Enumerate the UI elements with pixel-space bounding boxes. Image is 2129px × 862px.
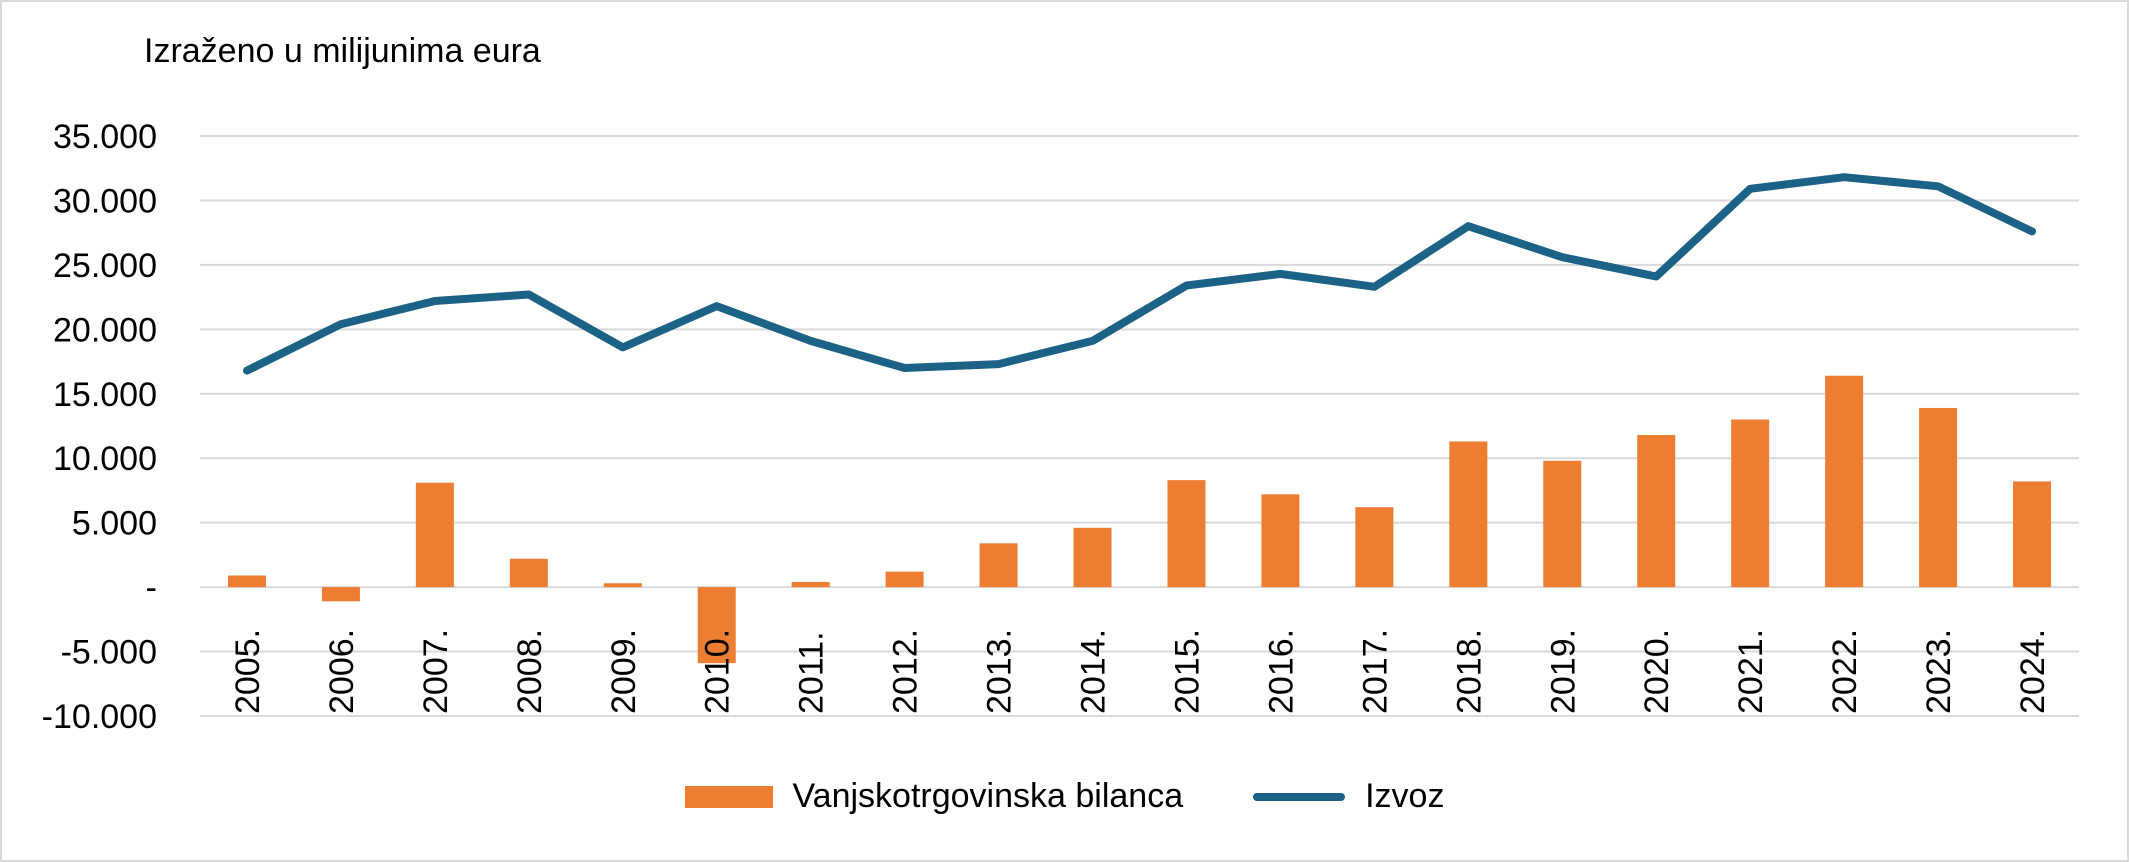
legend-item-line: Izvoz — [1253, 777, 1444, 816]
bar — [1355, 507, 1394, 588]
bar — [227, 575, 266, 588]
line-point — [2031, 230, 2033, 232]
x-tick-label: 2016. — [1262, 629, 1300, 714]
y-tick-label: 5.000 — [72, 505, 157, 543]
y-tick-label: 25.000 — [53, 247, 157, 285]
y-tick-label: 35.000 — [53, 118, 157, 156]
line-point — [1749, 188, 1751, 190]
bar — [415, 482, 454, 588]
line-point — [246, 370, 248, 372]
bar — [2013, 481, 2052, 588]
x-tick-label: 2018. — [1450, 629, 1488, 714]
bar — [509, 558, 548, 588]
legend-item-bar: Vanjskotrgovinska bilanca — [684, 777, 1184, 816]
y-tick-label: 15.000 — [53, 376, 157, 414]
x-tick-label: 2008. — [511, 629, 549, 714]
line-point — [1373, 286, 1375, 288]
x-tick-label: 2020. — [1638, 629, 1676, 714]
line-point — [998, 363, 1000, 365]
line-point — [716, 305, 718, 307]
line-point — [528, 294, 530, 296]
x-tick-label: 2015. — [1168, 629, 1206, 714]
chart-plot: 35.000 30.000 25.000 20.000 15.000 10.000 5.00… — [42, 118, 2079, 736]
bar — [1919, 407, 1958, 588]
bar — [791, 581, 830, 588]
line-point — [340, 323, 342, 325]
y-tick-label: 30.000 — [53, 182, 157, 220]
y-tick-label: -10.000 — [42, 698, 157, 736]
y-tick-label: 20.000 — [53, 311, 157, 349]
x-tick-label: 2014. — [1075, 629, 1113, 714]
line-point — [434, 300, 436, 302]
bar — [979, 543, 1018, 588]
x-tick-label: 2010. — [699, 629, 737, 714]
bar — [697, 587, 736, 664]
bar — [1073, 527, 1112, 588]
legend-line-label: Izvoz — [1365, 777, 1445, 815]
x-tick-label: 2019. — [1544, 629, 1582, 714]
legend: Vanjskotrgovinska bilanca Izvoz — [2, 777, 2127, 816]
x-tick-label: 2013. — [981, 629, 1019, 714]
line-point — [810, 340, 812, 342]
line-point — [1843, 176, 1845, 178]
legend-bar-swatch — [684, 785, 773, 808]
unit-note: Izraženo u milijunima eura — [144, 32, 541, 70]
x-tick-label: 2017. — [1356, 629, 1394, 714]
bar — [1543, 460, 1582, 588]
x-tick-label: 2022. — [1826, 629, 1864, 714]
line-point — [1279, 273, 1281, 275]
bar — [1449, 441, 1488, 588]
line-series-izvoz — [243, 173, 2036, 375]
bar — [1637, 435, 1676, 588]
line-point — [1937, 185, 1939, 187]
line-point — [1561, 256, 1563, 258]
x-tick-label: 2006. — [323, 629, 361, 714]
x-tick-label: 2011. — [793, 631, 831, 714]
bar — [603, 583, 642, 588]
x-tick-label: 2005. — [229, 629, 267, 714]
y-tick-label: - — [146, 569, 157, 607]
legend-line-swatch — [1253, 792, 1346, 801]
line-point — [1092, 340, 1094, 342]
legend-bar-label: Vanjskotrgovinska bilanca — [792, 777, 1184, 815]
y-tick-label: 10.000 — [53, 440, 157, 478]
line-point — [1655, 275, 1657, 277]
line-point — [1467, 225, 1469, 227]
y-tick-label: -5.000 — [61, 634, 157, 672]
bar — [1825, 375, 1864, 588]
line-point — [1185, 285, 1187, 287]
bar — [321, 587, 360, 602]
x-tick-label: 2012. — [887, 629, 925, 714]
bar — [1261, 494, 1300, 588]
x-tick-label: 2007. — [417, 629, 455, 714]
line-point — [622, 346, 624, 348]
bar — [1167, 480, 1206, 588]
bar — [1731, 419, 1770, 588]
x-tick-label: 2021. — [1732, 629, 1770, 714]
bar — [885, 571, 924, 588]
line-point — [904, 367, 906, 369]
x-tick-label: 2023. — [1920, 629, 1958, 714]
x-tick-label: 2024. — [2014, 629, 2052, 714]
x-tick-label: 2009. — [605, 629, 643, 714]
